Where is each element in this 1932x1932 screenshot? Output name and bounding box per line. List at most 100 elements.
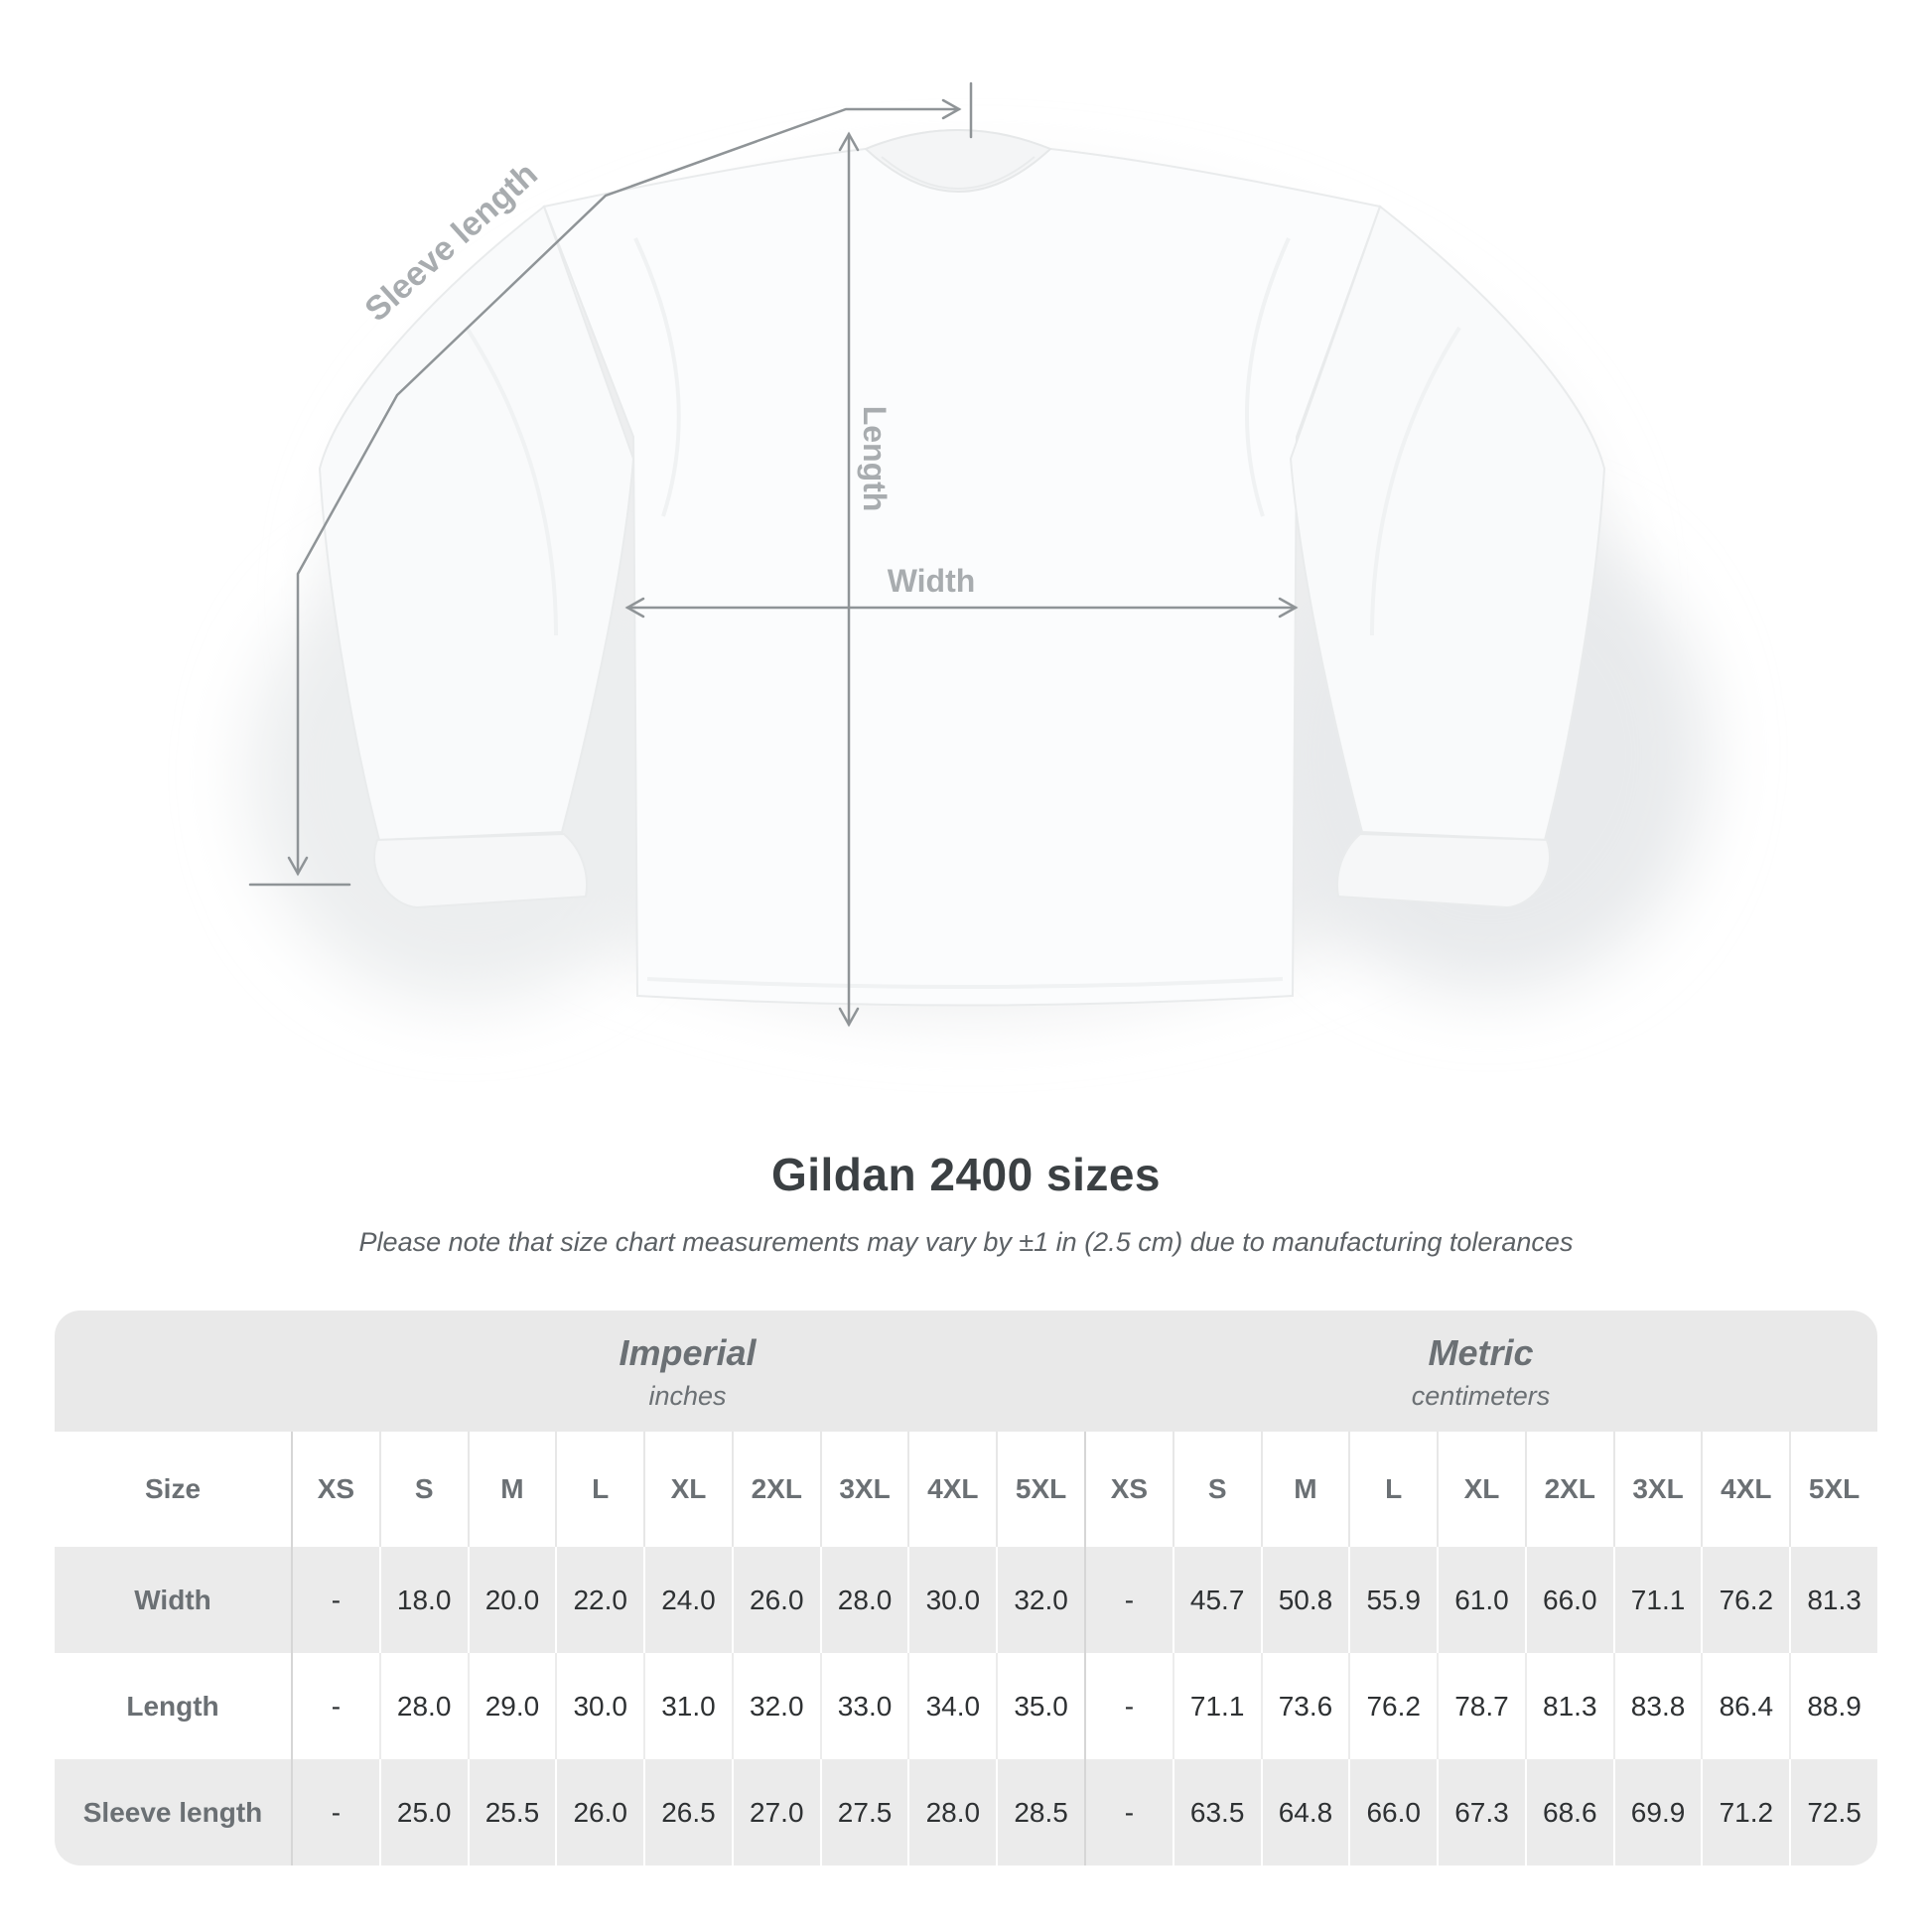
measurement-value-cell: 28.0 (907, 1759, 996, 1865)
page-title: Gildan 2400 sizes (770, 1149, 1162, 1200)
shirt-left-sleeve (318, 205, 635, 842)
length-arrow (838, 131, 860, 1028)
measurement-value-cell: 31.0 (643, 1653, 732, 1759)
size-header-cell-imperial-5xl: 5XL (996, 1432, 1084, 1547)
band-spacer-cell (55, 1311, 291, 1432)
measurement-value-cell: 71.1 (1172, 1653, 1261, 1759)
measurement-row: Length -28.0 29.0 30.0 31.0 32.0 33.0 34.0 35.0-… (55, 1653, 1877, 1759)
unit-group-unit: inches (648, 1381, 727, 1412)
unit-group-header-imperial: Imperial inches (291, 1311, 1084, 1432)
shirt-collar (864, 129, 1052, 193)
size-header-cell-metric-m: M (1260, 1432, 1349, 1547)
unit-group-title: Imperial (619, 1332, 757, 1373)
measurement-value-cell: 68.6 (1524, 1759, 1613, 1865)
measurement-value-cell: 45.7 (1172, 1547, 1261, 1653)
size-header-cell-imperial-xs: XS (291, 1432, 379, 1547)
measurement-value-cell: 32.0 (996, 1547, 1084, 1653)
measurement-value-cell: 20.0 (467, 1547, 556, 1653)
size-header-row: Size XS S M L XL 2XL 3XL 4XL 5XL XS S M L XL 2XL 3XL 4XL 5… (55, 1432, 1877, 1547)
measurement-value-cell: 26.0 (555, 1759, 643, 1865)
measurement-value-cell: 55.9 (1348, 1547, 1437, 1653)
measurement-row: Sleeve length -25.0 25.5 26.0 26.5 27.0 27.5 28… (55, 1759, 1877, 1865)
measurement-value-cell: 72.5 (1789, 1759, 1877, 1865)
size-header-cell-metric-3xl: 3XL (1612, 1432, 1702, 1547)
unit-group-title: Metric (1428, 1332, 1534, 1373)
size-header-cell-imperial-s: S (378, 1432, 468, 1547)
measurement-value-cell: 28.0 (819, 1547, 908, 1653)
measurement-value-cell: 27.5 (819, 1759, 908, 1865)
sleeve-length-line (248, 81, 973, 887)
width-arrow (624, 597, 1299, 619)
measurement-value-cell: 34.0 (907, 1653, 996, 1759)
size-header-cell-metric-4xl: 4XL (1701, 1432, 1789, 1547)
size-header-cell-imperial-3xl: 3XL (819, 1432, 908, 1547)
measurement-label-cell: Length (126, 1690, 219, 1722)
shirt-right-sleeve (1289, 205, 1606, 842)
measurement-value-cell: 61.0 (1437, 1547, 1525, 1653)
shirt-left-cuff (372, 832, 588, 909)
measurement-value-cell: 26.0 (731, 1547, 820, 1653)
size-header-cell-imperial-4xl: 4XL (907, 1432, 996, 1547)
measurement-value-cell: 18.0 (378, 1547, 468, 1653)
size-header-cell-imperial-m: M (467, 1432, 556, 1547)
measurement-value-cell: 32.0 (731, 1653, 820, 1759)
size-header-cell-imperial-xl: XL (643, 1432, 732, 1547)
measurement-value-cell: 28.5 (996, 1759, 1084, 1865)
measurement-value-cell: 25.5 (467, 1759, 556, 1865)
measurement-value-cell: - (1084, 1653, 1173, 1759)
measurement-value-cell: 25.0 (378, 1759, 468, 1865)
unit-group-header-metric: Metric centimeters (1084, 1311, 1877, 1432)
measurement-value-cell: 30.0 (907, 1547, 996, 1653)
measurement-value-cell: - (1084, 1759, 1173, 1865)
measurement-value-cell: 35.0 (996, 1653, 1084, 1759)
measurement-value-cell: 76.2 (1348, 1653, 1437, 1759)
measurement-row: Width -18.0 20.0 22.0 24.0 26.0 28.0 30.0 32.0-4… (55, 1547, 1877, 1653)
measurement-value-cell: - (291, 1759, 379, 1865)
size-header-cell-imperial-l: L (555, 1432, 643, 1547)
measurement-label-cell: Sleeve length (82, 1796, 263, 1828)
measurement-value-cell: 22.0 (555, 1547, 643, 1653)
size-header-cell-metric-xs: XS (1084, 1432, 1173, 1547)
size-header-cell-metric-s: S (1172, 1432, 1261, 1547)
measurement-value-cell: 71.2 (1701, 1759, 1789, 1865)
measurement-value-cell: 29.0 (467, 1653, 556, 1759)
size-header-cell-imperial-2xl: 2XL (731, 1432, 820, 1547)
shirt-right-cuff (1336, 832, 1552, 909)
measurement-value-cell: 67.3 (1437, 1759, 1525, 1865)
size-table: Imperial inches Metric centimeters Size XS S M L… (55, 1311, 1877, 1865)
measurement-lines (248, 81, 1299, 1028)
unit-group-unit: centimeters (1411, 1381, 1551, 1412)
fabric-creases (465, 237, 1461, 989)
measurement-value-cell: 71.1 (1612, 1547, 1702, 1653)
measurement-label-cell: Width (134, 1584, 211, 1615)
measurement-value-cell: - (1084, 1547, 1173, 1653)
size-header-cell-metric-5xl: 5XL (1789, 1432, 1877, 1547)
shirt-measurement-diagram: Sleeve length Length Width (248, 81, 1708, 1028)
measurement-value-cell: - (291, 1547, 379, 1653)
measurement-value-cell: - (291, 1653, 379, 1759)
measurement-value-cell: 81.3 (1789, 1547, 1877, 1653)
size-header-cell-metric-2xl: 2XL (1524, 1432, 1613, 1547)
measurement-value-cell: 73.6 (1260, 1653, 1349, 1759)
measurement-value-cell: 26.5 (643, 1759, 732, 1865)
measurement-value-cell: 66.0 (1348, 1759, 1437, 1865)
length-label: Length (857, 406, 893, 512)
measurement-value-cell: 76.2 (1701, 1547, 1789, 1653)
measurement-value-cell: 78.7 (1437, 1653, 1525, 1759)
size-column-header: Size (144, 1473, 202, 1504)
measurement-value-cell: 27.0 (731, 1759, 820, 1865)
measurement-value-cell: 50.8 (1260, 1547, 1349, 1653)
tolerance-note: Please note that size chart measurements… (358, 1227, 1574, 1257)
measurement-value-cell: 64.8 (1260, 1759, 1349, 1865)
measurement-value-cell: 33.0 (819, 1653, 908, 1759)
measurement-value-cell: 30.0 (555, 1653, 643, 1759)
measurement-value-cell: 88.9 (1789, 1653, 1877, 1759)
measurement-value-cell: 86.4 (1701, 1653, 1789, 1759)
measurement-value-cell: 83.8 (1612, 1653, 1702, 1759)
shirt-body (542, 129, 1382, 1007)
measurement-value-cell: 69.9 (1612, 1759, 1702, 1865)
unit-group-row: Imperial inches Metric centimeters (55, 1311, 1877, 1432)
size-header-cell-metric-l: L (1348, 1432, 1437, 1547)
width-label: Width (888, 563, 976, 599)
